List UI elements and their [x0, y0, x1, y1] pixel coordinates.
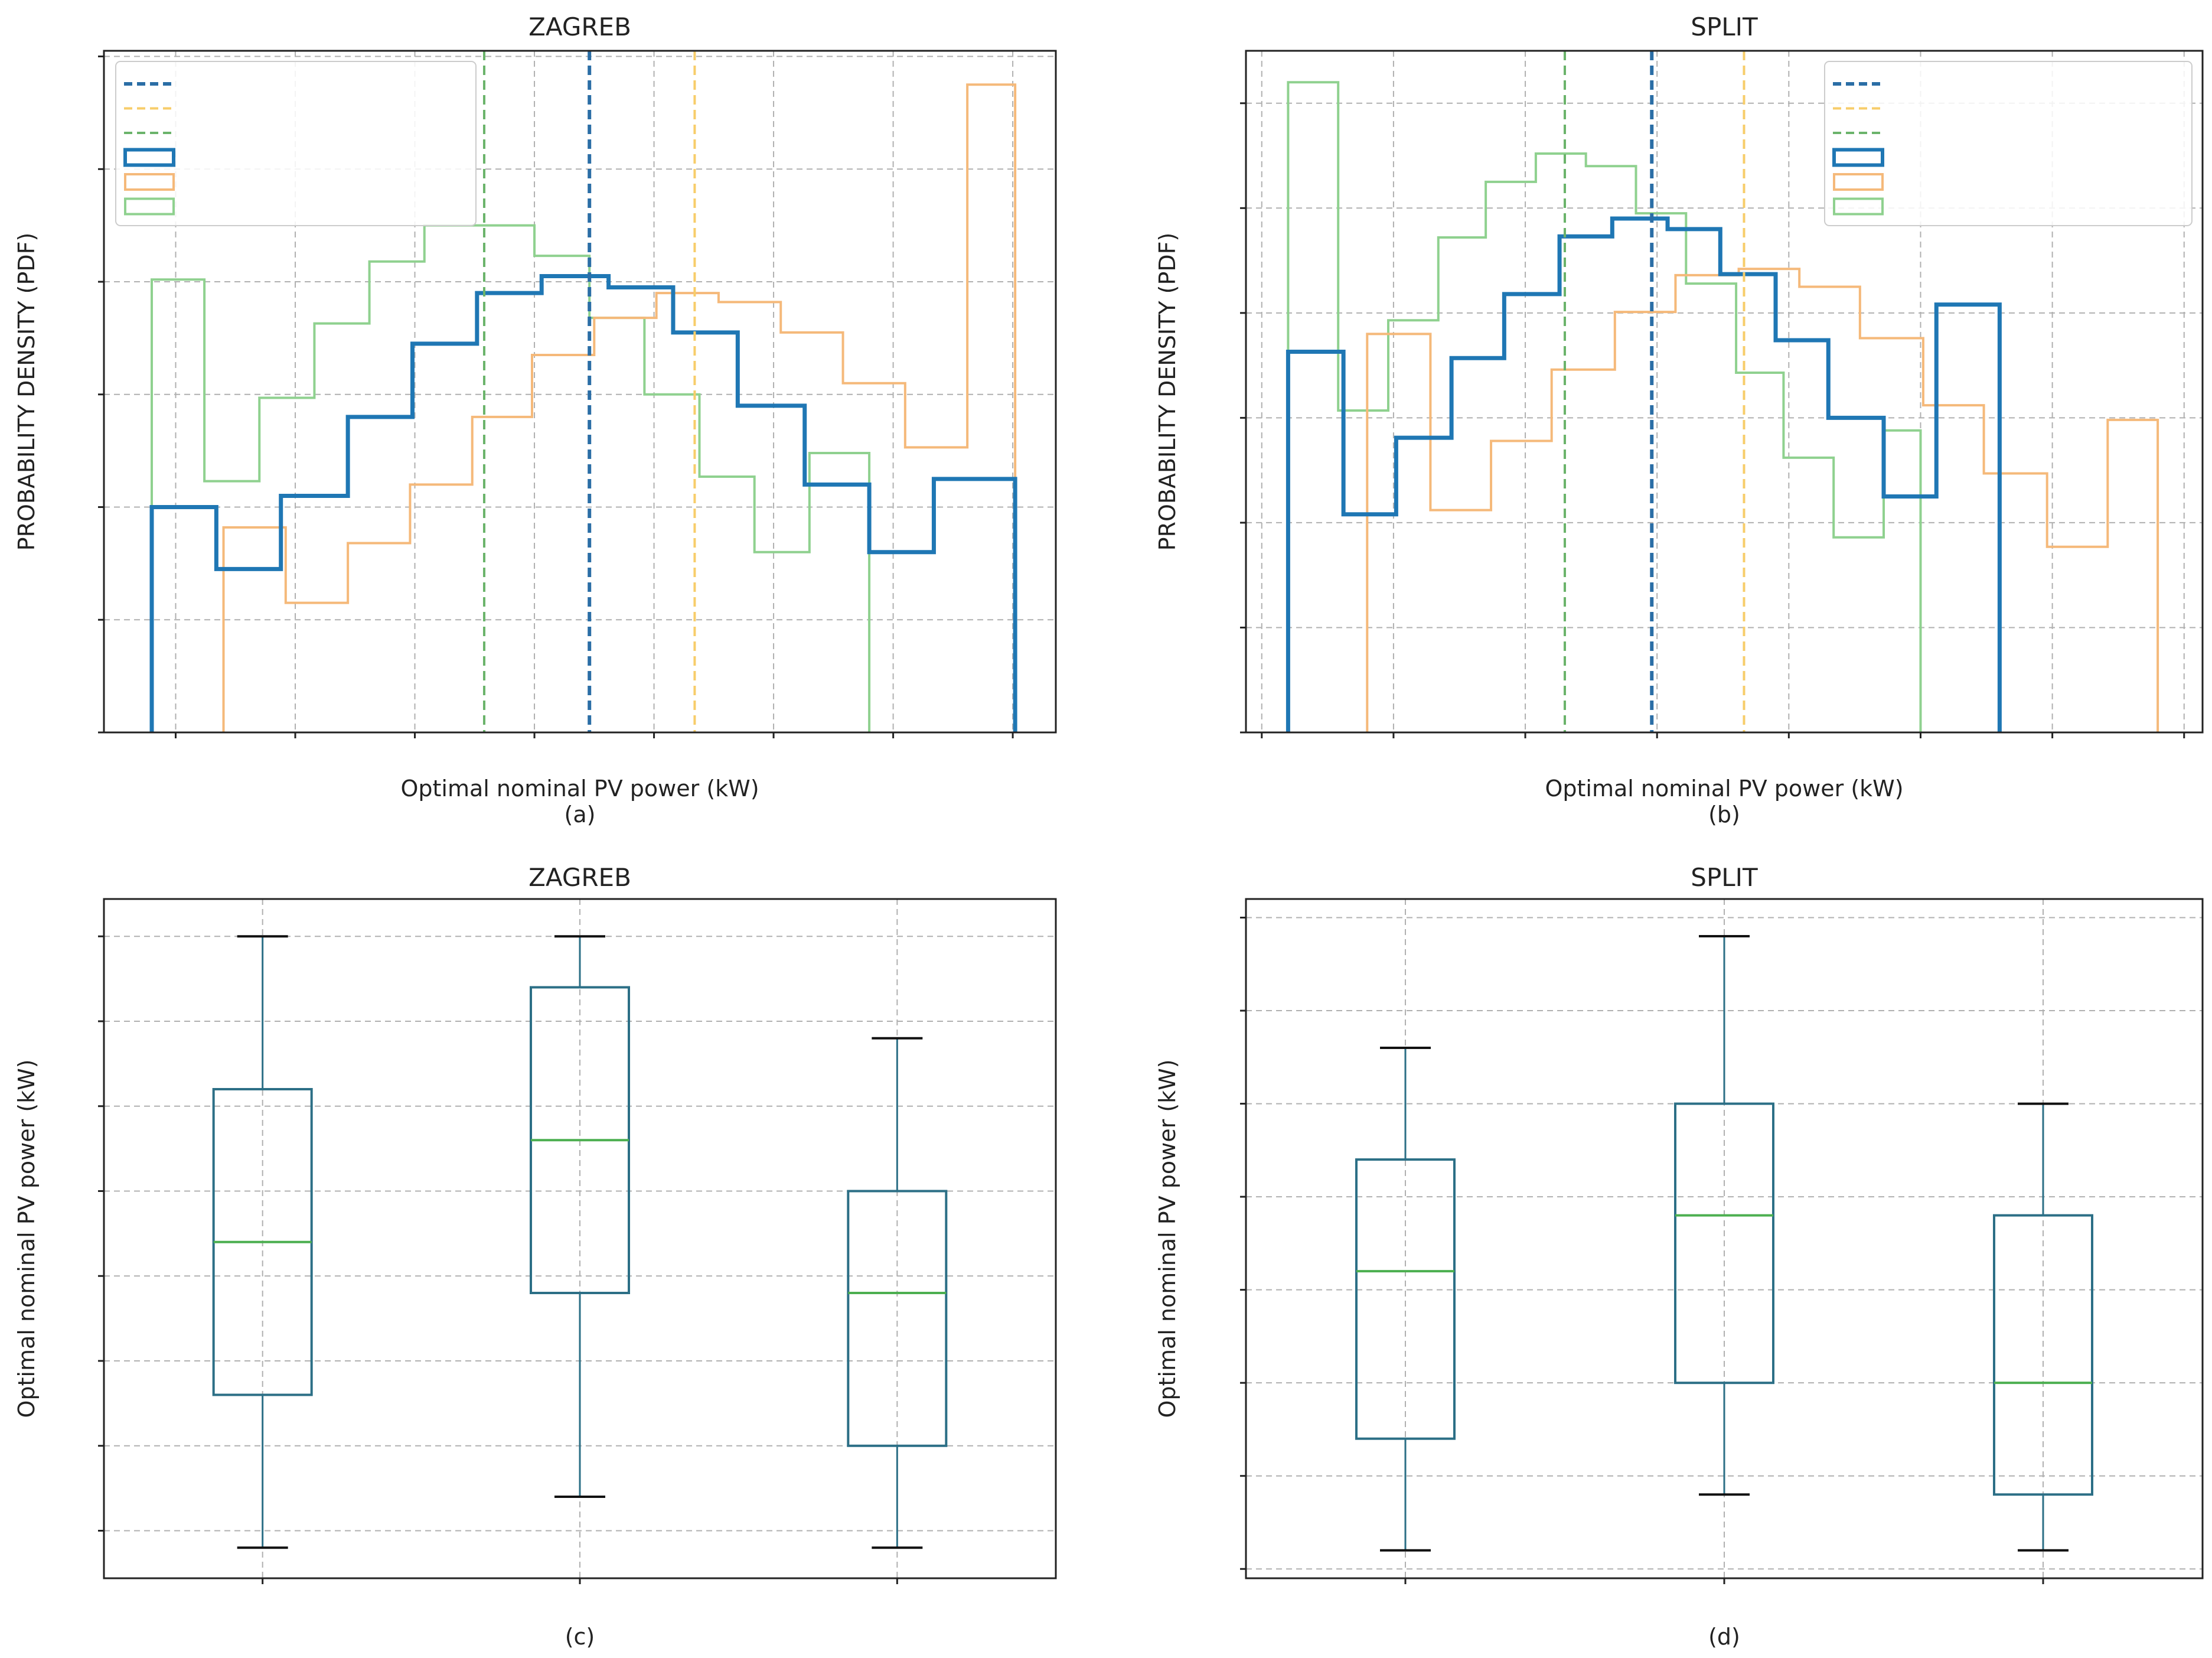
panel-a-hist-no-variability [149, 273, 1017, 732]
panel-b-ticks [1240, 102, 2185, 738]
panel-a-caption: (a) [565, 802, 596, 828]
panel-c-ylabel: Optimal nominal PV power (kW) [14, 1059, 40, 1418]
panel-a-hist-scenario-1 [222, 83, 1017, 732]
panel-b-hist-scenario-1 [1366, 268, 2159, 732]
panel-d-ylabel: Optimal nominal PV power (kW) [1154, 1059, 1180, 1418]
legend-swatch-scenario-2 [124, 197, 175, 216]
panel-c-title: ZAGREB [528, 863, 631, 892]
panel-d-box-3 [1993, 1102, 2093, 1552]
panel-d-caption: (d) [1708, 1624, 1740, 1650]
panel-a-means [482, 51, 696, 732]
panel-c-ticks [98, 935, 898, 1584]
legend-swatch-no-variability [1832, 148, 1884, 167]
panel-b-hist-no-variability [1286, 216, 2002, 732]
iqr-box [847, 1190, 948, 1447]
panel-c-boxes [212, 935, 948, 1549]
panel-b-title: SPLIT [1691, 12, 1758, 41]
panel-d-box-1 [1355, 1047, 1456, 1552]
panel-d: SPLIT (d) Optimal nominal PV power (kW) [1154, 863, 2204, 1650]
panel-c: ZAGREB (c) Optimal nominal PV power (kW) [14, 863, 1057, 1650]
panel-d-ticks [1240, 917, 2044, 1584]
iqr-box [1674, 1102, 1774, 1385]
panel-b-caption: (b) [1708, 802, 1740, 828]
panel-b-means [1564, 51, 1746, 732]
panel-d-title: SPLIT [1691, 863, 1758, 892]
panel-a: ZAGREB Optimal nominal PV power (kW) (a)… [14, 12, 1057, 828]
panel-b-hist-scenario-2 [1287, 81, 1922, 732]
panel-c-caption: (c) [565, 1624, 595, 1650]
panel-a-ticks [98, 56, 1014, 738]
legend-swatch-scenario-2 [1833, 197, 1884, 216]
panel-a-frame [103, 50, 1057, 734]
legend-swatch-no-variability [123, 148, 175, 167]
panel-a-legend-box [115, 61, 477, 226]
iqr-box [1355, 1158, 1456, 1440]
panel-b-ylabel: PROBABILITY DENSITY (PDF) [1154, 233, 1180, 551]
panel-a-legend [115, 61, 477, 226]
legend-swatch-scenario-1 [1833, 173, 1884, 191]
panel-b-frame [1245, 50, 2204, 734]
panel-b-bars [1286, 81, 2159, 732]
panel-d-box-2 [1674, 935, 1774, 1496]
legend-swatch-scenario-1 [124, 173, 175, 191]
panel-c-box-1 [212, 935, 313, 1549]
iqr-box [1993, 1214, 2093, 1496]
panel-b-xlabel: Optimal nominal PV power (kW) [1545, 776, 1903, 802]
panel-a-title: ZAGREB [528, 12, 631, 41]
panel-c-box-2 [530, 935, 630, 1498]
panel-b-legend [1824, 61, 2193, 226]
panel-a-hist-scenario-2 [151, 224, 871, 732]
panel-c-box-3 [847, 1037, 948, 1549]
panel-b-legend-box [1824, 61, 2193, 226]
panel-a-ylabel: PROBABILITY DENSITY (PDF) [14, 233, 40, 551]
panel-d-boxes [1355, 935, 2093, 1552]
panel-b: SPLIT Optimal nominal PV power (kW) (b) … [1154, 12, 2204, 828]
panel-a-xlabel: Optimal nominal PV power (kW) [400, 776, 759, 802]
panel-a-bars [149, 83, 1017, 732]
